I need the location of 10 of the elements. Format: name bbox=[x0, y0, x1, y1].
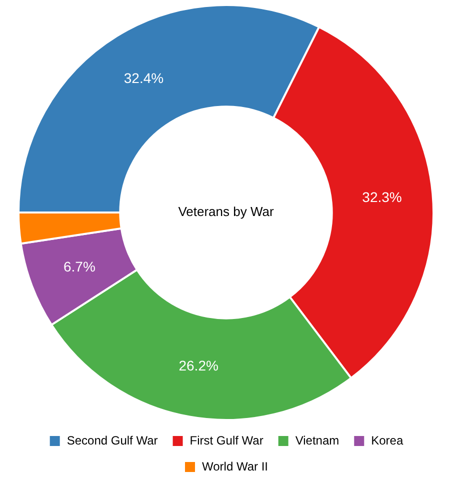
data-label: 6.7% bbox=[63, 258, 96, 275]
legend-label: Korea bbox=[371, 433, 404, 448]
legend-label: Second Gulf War bbox=[66, 433, 158, 448]
legend-label: First Gulf War bbox=[190, 433, 264, 448]
data-label: 32.4% bbox=[124, 70, 164, 86]
legend-label: Vietnam bbox=[295, 433, 340, 448]
legend-label: World War II bbox=[202, 459, 268, 474]
text: Veterans by War bbox=[178, 204, 274, 220]
data-label: 26.2% bbox=[178, 358, 218, 374]
data-label: 32.3% bbox=[362, 189, 402, 206]
